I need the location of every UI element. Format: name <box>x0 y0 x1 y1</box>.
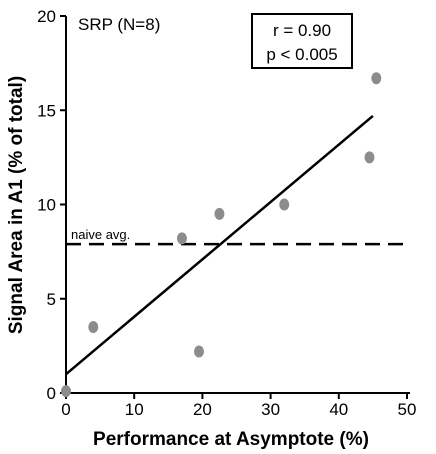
stats-r: r = 0.90 <box>273 21 331 40</box>
y-tick-label: 5 <box>47 290 56 309</box>
data-point <box>61 385 71 398</box>
stats-box <box>251 13 353 69</box>
data-point <box>364 151 375 164</box>
group-label: SRP (N=8) <box>78 15 160 34</box>
x-axis-title: Performance at Asymptote (%) <box>93 429 369 450</box>
data-point <box>193 345 204 358</box>
y-tick-label: 20 <box>37 7 56 26</box>
stats-p: p < 0.005 <box>266 45 337 64</box>
x-tick-label: 50 <box>398 400 417 419</box>
y-tick-label: 10 <box>37 196 56 215</box>
x-tick-label: 10 <box>125 400 144 419</box>
data-point <box>88 321 99 334</box>
y-tick-label: 15 <box>37 101 56 120</box>
naive-average-label: naive avg. <box>71 227 130 242</box>
y-tick-label: 0 <box>47 384 56 403</box>
x-tick-label: 20 <box>193 400 212 419</box>
data-point <box>279 198 290 211</box>
data-point <box>176 232 187 245</box>
x-tick-label: 0 <box>61 400 70 419</box>
y-axis-title: Signal Area in A1 (% of total) <box>6 76 27 334</box>
x-tick-label: 30 <box>261 400 280 419</box>
x-tick-label: 40 <box>329 400 348 419</box>
data-point <box>371 72 382 85</box>
data-point <box>214 207 225 220</box>
regression-line <box>65 114 374 376</box>
